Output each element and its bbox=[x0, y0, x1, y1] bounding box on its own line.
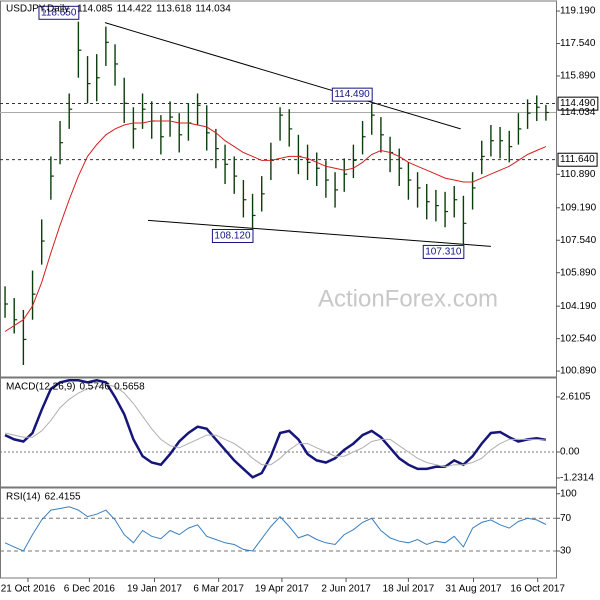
x-tick-label: 6 Mar 2017 bbox=[193, 584, 244, 595]
panel-frame bbox=[0, 0, 557, 378]
label-box bbox=[557, 152, 598, 167]
y-tick-label: 117.540 bbox=[560, 38, 596, 49]
y-tick-label: 119.190 bbox=[560, 6, 596, 17]
y-tick-label: 102.540 bbox=[560, 333, 597, 344]
level-label: 111.640 bbox=[560, 154, 595, 165]
y-tick-label: 115.890 bbox=[560, 71, 596, 82]
indicator-value: 0.5746 bbox=[79, 382, 110, 393]
moving-average bbox=[4, 120, 547, 332]
label-box bbox=[422, 244, 465, 259]
x-tick-label: 2 Jun 2017 bbox=[321, 584, 371, 595]
x-tick-label: 16 Oct 2017 bbox=[510, 584, 565, 595]
indicator-title: RSI(14) bbox=[6, 492, 40, 503]
x-tick-label: 6 Dec 2016 bbox=[64, 584, 116, 595]
y-tick-label: 70 bbox=[560, 513, 572, 524]
annotation: 118.650 bbox=[41, 7, 77, 18]
indicator-value: 0.5658 bbox=[114, 382, 145, 393]
indicator-title: MACD(12,26,9) bbox=[6, 382, 75, 393]
panel-frame bbox=[0, 377, 557, 488]
y-tick-label: -1.2314 bbox=[560, 473, 594, 484]
quote-high: 114.422 bbox=[117, 4, 153, 15]
x-tick-label: 18 Jul 2017 bbox=[383, 584, 435, 595]
label-box bbox=[331, 87, 373, 102]
quote-open: 114.085 bbox=[77, 4, 113, 15]
annotation: 107.310 bbox=[425, 246, 462, 257]
x-tick-label: 19 Apr 2017 bbox=[255, 584, 309, 595]
label-box bbox=[211, 228, 254, 243]
label-box bbox=[557, 96, 599, 111]
label-box bbox=[38, 5, 80, 20]
indicator-value: 62.4155 bbox=[44, 492, 81, 503]
indicator-line bbox=[4, 506, 547, 552]
x-tick-label: 31 Aug 2017 bbox=[445, 584, 502, 595]
y-tick-label: 2.6105 bbox=[560, 392, 591, 403]
indicator-line bbox=[4, 383, 546, 468]
annotation: 114.490 bbox=[334, 89, 370, 100]
annotation: 108.120 bbox=[214, 230, 251, 241]
y-tick-label: 30 bbox=[560, 546, 572, 557]
level-label: 114.490 bbox=[560, 98, 596, 109]
trendline bbox=[148, 219, 491, 247]
indicator-line bbox=[4, 379, 547, 479]
title: USDJPY,Daily bbox=[6, 4, 69, 15]
trendline bbox=[104, 22, 461, 130]
y-tick-label: 105.890 bbox=[560, 267, 597, 278]
quote-low: 113.618 bbox=[156, 4, 192, 15]
y-tick-label: 100.890 bbox=[560, 366, 597, 377]
y-tick-label: 104.190 bbox=[560, 301, 597, 312]
x-tick-label: 19 Jan 2017 bbox=[127, 584, 182, 595]
y-tick-label: 107.540 bbox=[560, 235, 597, 246]
y-tick-label: 110.890 bbox=[560, 169, 596, 180]
y-tick-label: 0.00 bbox=[560, 447, 580, 458]
current-price-label: 114.034 bbox=[560, 107, 596, 118]
x-tick-label: 21 Oct 2016 bbox=[1, 584, 56, 595]
quote-close: 114.034 bbox=[195, 4, 231, 15]
watermark: ActionForex.com bbox=[318, 285, 498, 312]
y-tick-label: 100 bbox=[560, 488, 577, 499]
y-tick-label: 109.190 bbox=[560, 202, 597, 213]
panel-frame bbox=[0, 487, 557, 579]
